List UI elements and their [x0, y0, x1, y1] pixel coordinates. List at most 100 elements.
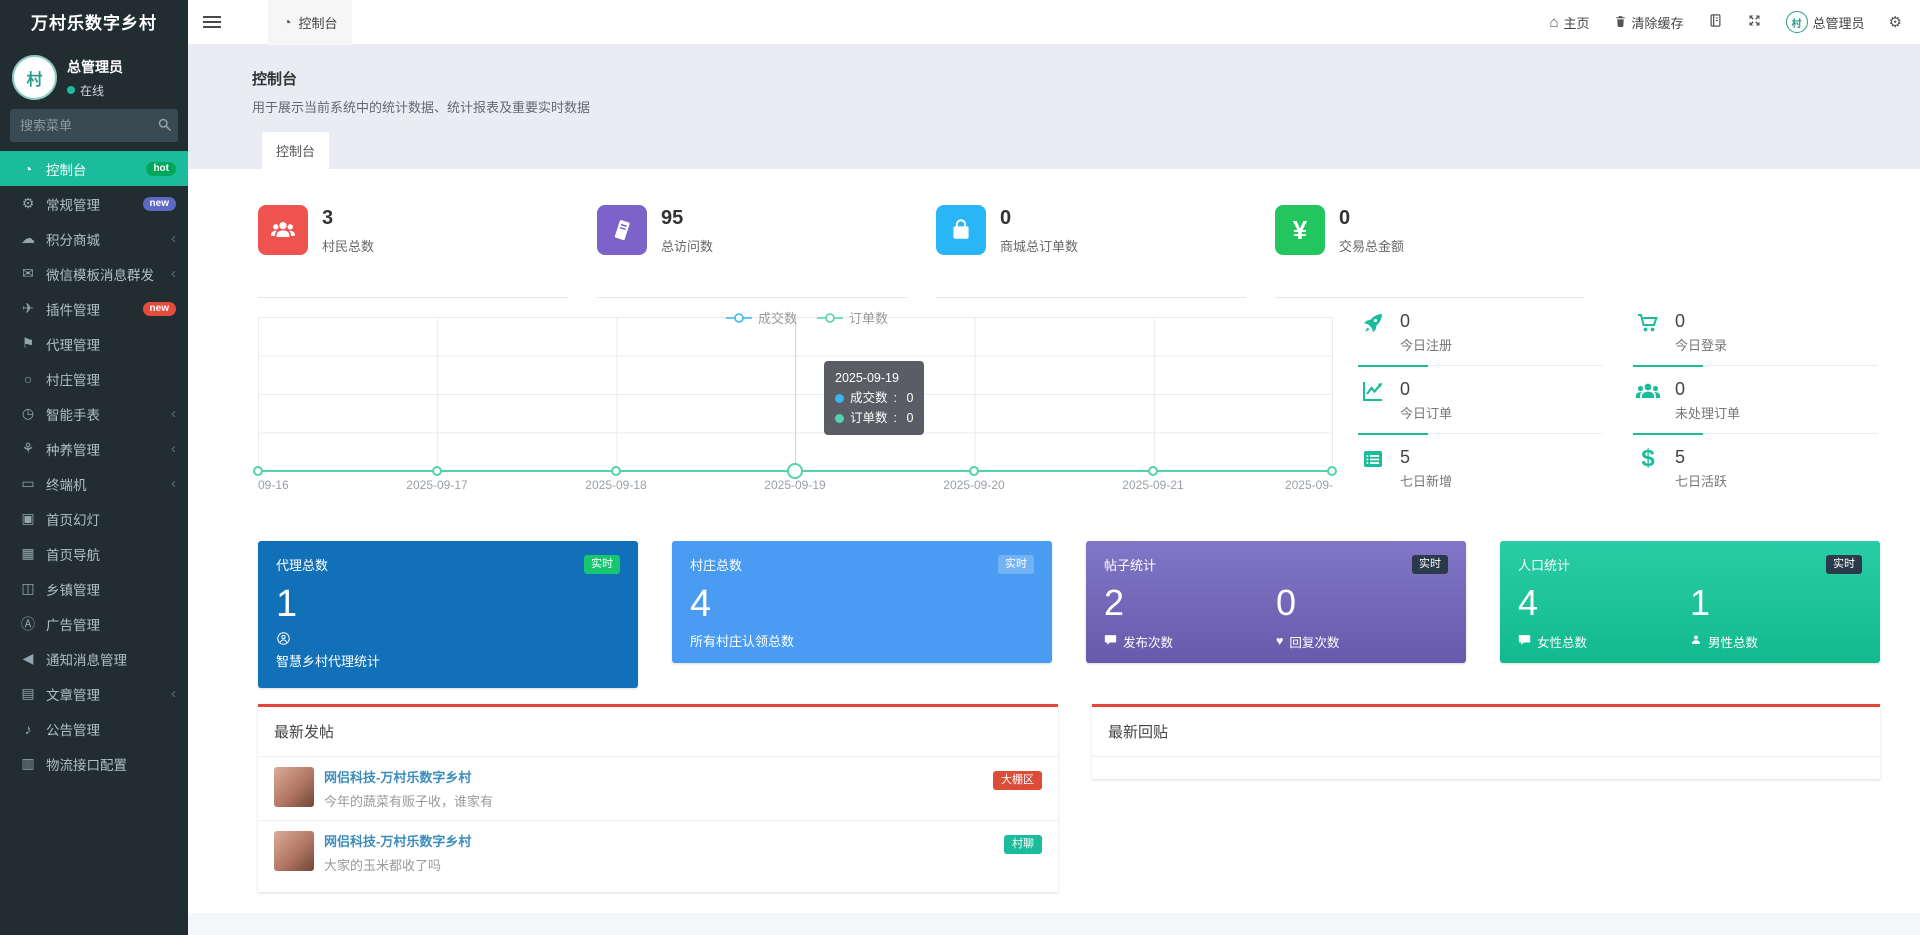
- sidebar-item-home-nav[interactable]: ▦ 首页导航: [0, 536, 188, 571]
- mini-stat-today-orders: 0 今日订单: [1358, 379, 1603, 435]
- sidebar-item-plugin-management[interactable]: ✈ 插件管理 new: [0, 291, 188, 326]
- main-area: ◔ 控制台 ⌂ 主页 清除缓存: [188, 0, 1920, 935]
- post-category-badge: 村聊: [1004, 835, 1042, 855]
- chart-plot-area: [253, 317, 1337, 479]
- post-category-badge: 大棚区: [993, 771, 1042, 791]
- speech-bubble-icon: [1518, 634, 1531, 649]
- post-title-link[interactable]: 网侣科技-万村乐数字乡村: [324, 770, 472, 785]
- sidebar-item-announcement-management[interactable]: ♪ 公告管理: [0, 711, 188, 746]
- user-menu[interactable]: 村 总管理员: [1785, 11, 1865, 33]
- online-status-dot: [67, 86, 75, 94]
- topbar-username: 总管理员: [1812, 15, 1865, 31]
- chevron-left-icon: ‹: [171, 475, 176, 492]
- chart-line-icon: [1358, 379, 1388, 403]
- sidebar-item-agent-management[interactable]: ⚑ 代理管理: [0, 326, 188, 361]
- chart-legend: 成交数 订单数: [726, 308, 888, 327]
- home-link[interactable]: ⌂ 主页: [1549, 13, 1590, 31]
- data-point: [969, 466, 979, 476]
- list-icon: [1358, 447, 1388, 471]
- stats-row: 3 村民总数 95 总访问数: [258, 205, 1588, 298]
- person-outline-icon: [276, 631, 620, 647]
- speech-bubble-icon: [1104, 634, 1117, 649]
- chart-row: 成交数 订单数: [253, 306, 1880, 514]
- sidebar-item-wechat-template-broadcast[interactable]: ✉ 微信模板消息群发 ‹: [0, 256, 188, 291]
- mini-stat-today-login: 0 今日登录: [1633, 311, 1878, 367]
- page-header: 控制台 用于展示当前系统中的统计数据、统计报表及重要实时数据 控制台: [188, 45, 1920, 169]
- dashboard-icon: ◔: [23, 160, 33, 177]
- yen-icon: ¥: [1275, 205, 1325, 255]
- post-avatar: [274, 831, 314, 871]
- empty-list: [1092, 757, 1880, 779]
- tooltip-date: 2025-09-19: [835, 371, 899, 385]
- clear-cache-button[interactable]: 清除缓存: [1614, 13, 1684, 32]
- content-tab-dashboard[interactable]: 控制台: [262, 132, 330, 169]
- sidebar-item-smart-watch[interactable]: ◷ 智能手表 ‹: [0, 396, 188, 431]
- data-point-hovered: [787, 463, 803, 479]
- sidebar-item-ad-management[interactable]: Ⓐ 广告管理: [0, 606, 188, 641]
- users-icon: [258, 205, 308, 255]
- realtime-badge: 实时: [584, 555, 620, 574]
- sidebar-item-logistics-config[interactable]: ▥ 物流接口配置: [0, 746, 188, 781]
- settings-button[interactable]: ⚙: [1889, 13, 1902, 31]
- users-icon: [1633, 379, 1663, 403]
- stat-visits: 95 总访问数: [597, 205, 907, 298]
- sidebar-item-home-slides[interactable]: ▣ 首页幻灯: [0, 501, 188, 536]
- app-logo-title: 万村乐数字乡村: [31, 14, 157, 33]
- file-text-icon: ▤: [21, 685, 35, 701]
- orders-line-chart: 成交数 订单数: [253, 306, 1337, 499]
- mini-stat-pending-orders: 0 未处理订单: [1633, 379, 1878, 435]
- chevron-left-icon: ‹: [171, 405, 176, 422]
- heart-icon: ♥: [1276, 634, 1284, 649]
- page-title: 控制台: [252, 71, 298, 88]
- post-title-link[interactable]: 网侣科技-万村乐数字乡村: [324, 834, 472, 849]
- trash-icon: [1614, 14, 1627, 31]
- sidebar-item-village-management[interactable]: ○ 村庄管理: [0, 361, 188, 396]
- line-marker-icon: [817, 312, 844, 323]
- metric-replies-count: 0 ♥ 回复次数: [1276, 582, 1340, 650]
- sidebar-toggle-button[interactable]: [188, 0, 236, 45]
- x-axis-ticks: 09-16 2025-09-17 2025-09-18 2025-09-19 2…: [258, 478, 1333, 492]
- panel-title: 最新发帖: [258, 707, 1058, 757]
- sidebar-item-farming-management[interactable]: ⚘ 种养管理 ‹: [0, 431, 188, 466]
- user-panel: 村 总管理员 在线: [0, 48, 188, 106]
- search-input[interactable]: [10, 109, 178, 142]
- sidebar-item-terminal[interactable]: ▭ 终端机 ‹: [0, 466, 188, 501]
- sitemap-icon: ⚑: [21, 335, 35, 351]
- docs-button[interactable]: [1708, 13, 1723, 31]
- data-point: [1148, 466, 1158, 476]
- list-item[interactable]: 网侣科技-万村乐数字乡村 今年的蔬菜有贩子收，谁家有 大棚区: [258, 757, 1058, 821]
- tooltip-row: 订单数: 0: [835, 408, 913, 428]
- legend-deals[interactable]: 成交数: [726, 308, 797, 327]
- menu-badge-hot: hot: [146, 161, 176, 176]
- list-item[interactable]: 网侣科技-万村乐数字乡村 大家的玉米都收了吗 村聊: [258, 821, 1058, 884]
- post-avatar: [274, 767, 314, 807]
- laptop-icon: ▭: [21, 475, 35, 491]
- user-name: 总管理员: [67, 58, 123, 75]
- fullscreen-button[interactable]: [1747, 13, 1762, 31]
- sidebar-item-article-management[interactable]: ▤ 文章管理 ‹: [0, 676, 188, 711]
- ad-icon: Ⓐ: [21, 615, 35, 632]
- series-dot: [835, 413, 844, 423]
- chart-tooltip: 2025-09-19 成交数: 0 订单数: 0: [824, 361, 925, 435]
- bullhorn-icon: ◀: [22, 650, 34, 666]
- metric-posts-count: 2 发布次数: [1104, 582, 1174, 650]
- topbar-tab-dashboard[interactable]: ◔ 控制台: [268, 0, 353, 45]
- menu-badge-new: new: [142, 196, 176, 211]
- realtime-badge: 实时: [1412, 555, 1448, 574]
- sidebar-item-dashboard[interactable]: ◔ 控制台 hot: [0, 151, 188, 186]
- sidebar-item-notification-management[interactable]: ◀ 通知消息管理: [0, 641, 188, 676]
- envelope-icon: ✉: [22, 265, 34, 281]
- dashboard-content: 3 村民总数 95 总访问数: [188, 169, 1920, 913]
- person-icon: [1690, 634, 1702, 649]
- sidebar-item-township-management[interactable]: ◫ 乡镇管理: [0, 571, 188, 606]
- circle-icon: ○: [23, 370, 33, 387]
- data-point: [253, 466, 263, 476]
- search-button[interactable]: [157, 117, 172, 135]
- film-icon: ▣: [21, 510, 35, 526]
- sidebar-item-points-mall[interactable]: ☁ 积分商城 ‹: [0, 221, 188, 256]
- info-boxes-row: 代理总数 实时 1 智慧乡村代理统计 村庄总数 实时 4 所有村庄认领总数: [258, 541, 1880, 688]
- legend-orders[interactable]: 订单数: [817, 308, 888, 327]
- clock-icon: ◷: [21, 405, 35, 421]
- sidebar-item-general-management[interactable]: ⚙ 常规管理 new: [0, 186, 188, 221]
